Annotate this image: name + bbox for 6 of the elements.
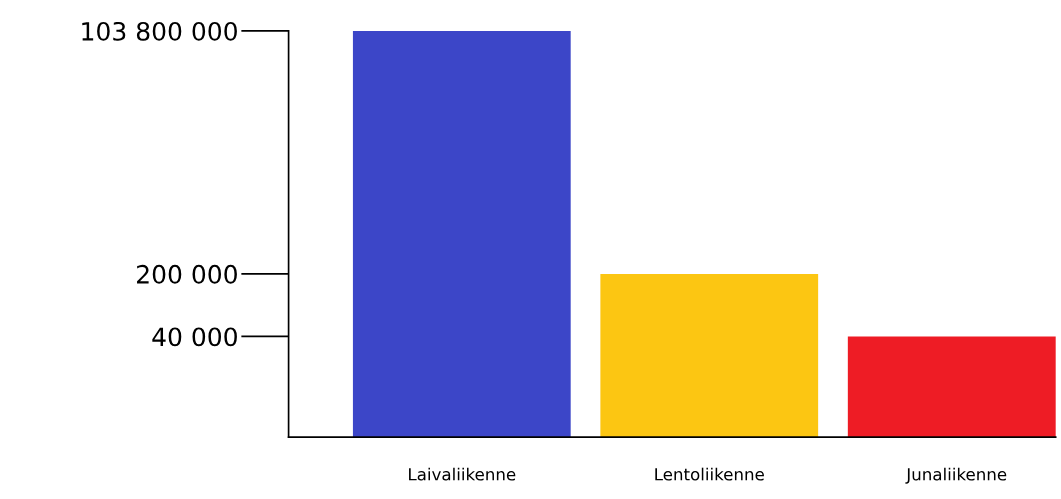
y-tick-label: 200 000 [137, 264, 237, 284]
y-tick-label: 103 800 000 [82, 21, 237, 41]
x-tick-label: Junaliikenne [905, 467, 1007, 484]
y-tick-label: 40 000 [152, 327, 237, 347]
x-tick-label: Lentoliikenne [655, 467, 764, 481]
x-tick-label: Laivaliikenne [409, 467, 516, 481]
